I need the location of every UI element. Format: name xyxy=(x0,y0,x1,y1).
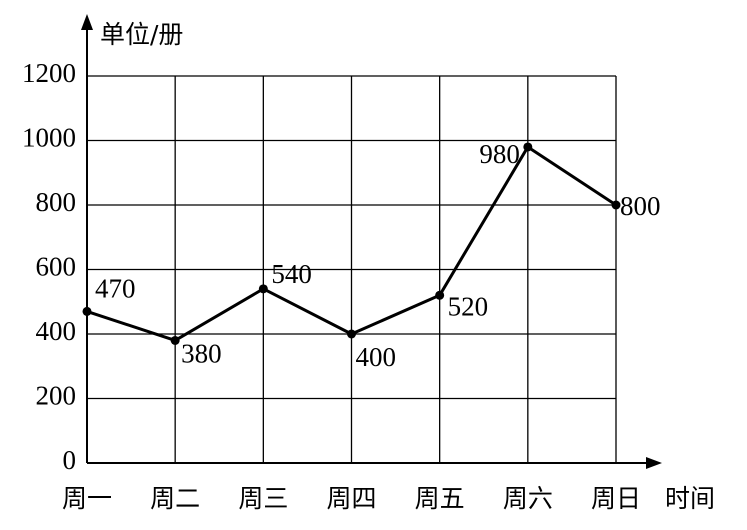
x-tick-label: 周二 xyxy=(150,484,200,513)
data-point xyxy=(611,200,621,210)
x-tick-label: 周四 xyxy=(326,484,376,513)
data-label: 540 xyxy=(271,259,312,289)
y-tick-label: 600 xyxy=(36,252,77,282)
y-tick-label: 0 xyxy=(63,445,77,475)
x-tick-label: 周三 xyxy=(238,484,288,513)
x-axis-arrow xyxy=(646,457,662,469)
x-axis-label: 时间 xyxy=(665,484,715,513)
y-axis-arrow xyxy=(81,14,93,30)
x-tick-label: 周日 xyxy=(591,484,641,513)
x-tick-label: 周一 xyxy=(62,484,112,513)
y-tick-label: 1000 xyxy=(22,123,76,153)
data-label: 400 xyxy=(356,342,397,372)
data-label: 380 xyxy=(181,339,222,369)
data-label: 520 xyxy=(448,292,489,322)
data-point xyxy=(347,329,356,339)
y-axis-label: 单位/册 xyxy=(100,20,183,49)
x-tick-label: 周五 xyxy=(415,484,465,513)
data-label: 470 xyxy=(95,274,136,304)
data-label: 800 xyxy=(620,191,661,221)
data-point xyxy=(82,306,92,316)
y-tick-label: 400 xyxy=(36,316,77,346)
y-tick-label: 800 xyxy=(36,187,77,217)
x-tick-label: 周六 xyxy=(503,484,553,513)
y-tick-label: 1200 xyxy=(22,58,76,88)
data-point xyxy=(258,284,268,294)
y-tick-label: 200 xyxy=(36,381,77,411)
data-point xyxy=(435,290,445,300)
data-point xyxy=(523,142,533,152)
data-label: 980 xyxy=(479,139,520,169)
data-point xyxy=(170,335,180,345)
